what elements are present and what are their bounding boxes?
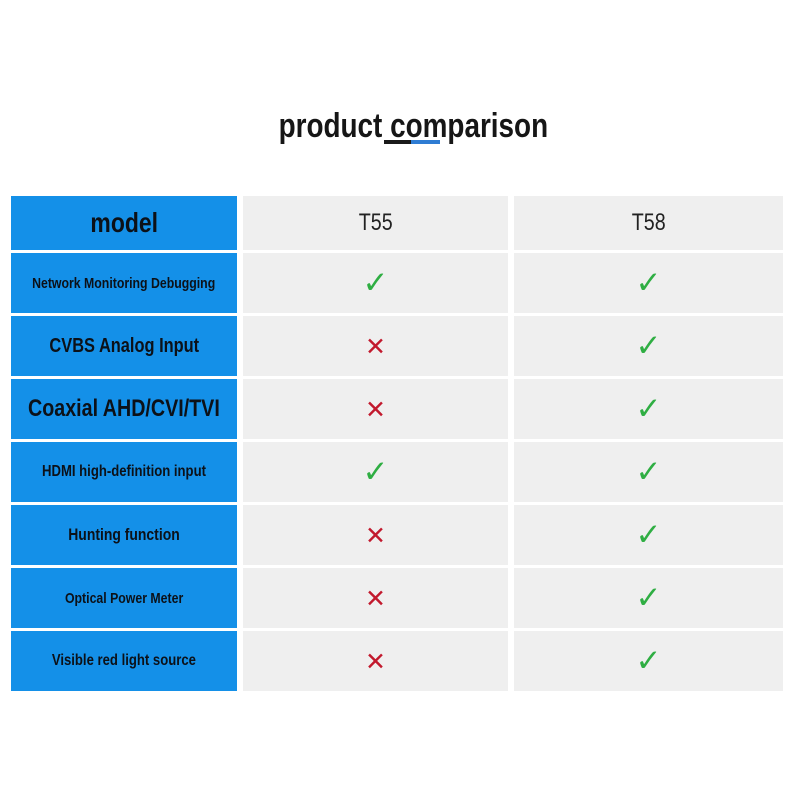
mark-hdmi-input-t58: ✓ (514, 442, 783, 502)
comparison-table: model T55 T58 Network Monitoring Debuggi… (11, 196, 783, 691)
mark-hunting-function-t58: ✓ (514, 505, 783, 565)
mark-network-monitoring-t58: ✓ (514, 253, 783, 313)
mark-network-monitoring-t55: ✓ (243, 253, 508, 313)
mark-visible-red-light-t55: ✕ (243, 631, 508, 691)
underline-black-segment (384, 140, 411, 144)
page-title: product comparison (0, 107, 800, 146)
header-model-cell: model (11, 196, 237, 250)
feature-optical-power-meter-cell: Optical Power Meter (11, 568, 237, 628)
title-underline (384, 140, 440, 144)
mark-visible-red-light-t58: ✓ (514, 631, 783, 691)
mark-optical-power-meter-t55: ✕ (243, 568, 508, 628)
feature-cvbs-analog-input-cell: CVBS Analog Input (11, 316, 237, 376)
feature-cvbs-analog-input-label: CVBS Analog Input (49, 334, 199, 357)
mark-hdmi-input-t55: ✓ (243, 442, 508, 502)
header-t55-cell: T55 (243, 196, 508, 250)
feature-hunting-function-label: Hunting function (68, 525, 180, 544)
header-t58-cell: T58 (514, 196, 783, 250)
feature-network-monitoring-cell: Network Monitoring Debugging (11, 253, 237, 313)
header-t55-label: T55 (358, 209, 393, 236)
feature-visible-red-light-label: Visible red light source (51, 652, 197, 669)
mark-coaxial-ahd-cvi-tvi-t58: ✓ (514, 379, 783, 439)
page-title-text: product comparison (278, 106, 548, 145)
header-t58-label: T58 (631, 209, 666, 236)
feature-hdmi-input-cell: HDMI high-definition input (11, 442, 237, 502)
feature-visible-red-light-cell: Visible red light source (11, 631, 237, 691)
underline-blue-segment (411, 140, 440, 144)
feature-hunting-function-cell: Hunting function (11, 505, 237, 565)
feature-coaxial-ahd-cvi-tvi-label: Coaxial AHD/CVI/TVI (28, 395, 220, 422)
mark-hunting-function-t55: ✕ (243, 505, 508, 565)
mark-cvbs-analog-input-t55: ✕ (243, 316, 508, 376)
mark-cvbs-analog-input-t58: ✓ (514, 316, 783, 376)
feature-coaxial-ahd-cvi-tvi-cell: Coaxial AHD/CVI/TVI (11, 379, 237, 439)
feature-network-monitoring-label: Network Monitoring Debugging (32, 274, 216, 292)
feature-hdmi-input-label: HDMI high-definition input (42, 463, 206, 480)
header-model-label: model (90, 207, 158, 238)
feature-optical-power-meter-label: Optical Power Meter (64, 589, 184, 607)
mark-optical-power-meter-t58: ✓ (514, 568, 783, 628)
mark-coaxial-ahd-cvi-tvi-t55: ✕ (243, 379, 508, 439)
